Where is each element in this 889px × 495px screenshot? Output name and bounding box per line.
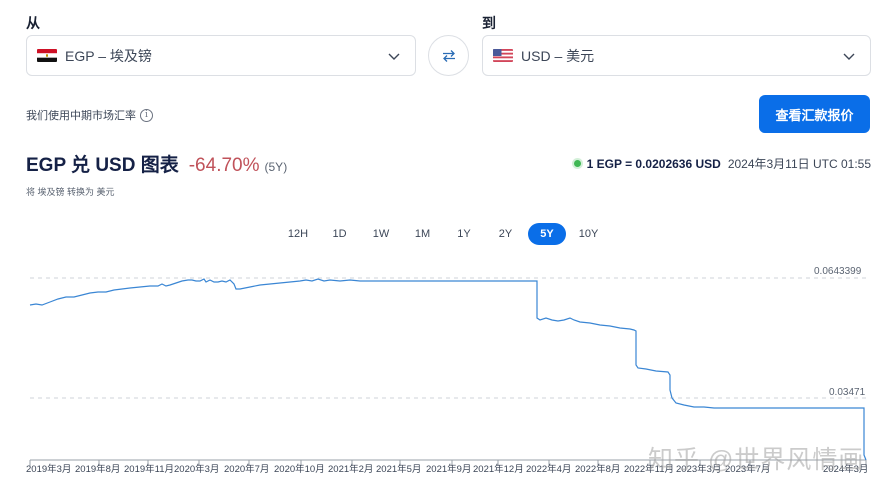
chart-subtitle: 将 埃及镑 转换为 美元 (26, 187, 115, 197)
chart-change-percent: -64.70% (188, 155, 260, 176)
from-label: 从 (26, 15, 40, 31)
tab-12h[interactable]: 12H (287, 228, 309, 240)
swap-currencies-button[interactable] (428, 35, 469, 76)
chevron-down-icon (388, 53, 400, 60)
info-icon[interactable]: i (140, 108, 153, 122)
x-label: 2019年8月 (75, 464, 121, 475)
x-label: 2022年4月 (526, 464, 572, 475)
rate-line (29, 278, 867, 461)
midrate-note-text: 我们使用中期市场汇率 (26, 110, 136, 122)
chart-title-row: EGP 兑 USD 图表 -64.70% (5Y) (26, 150, 287, 177)
midrate-note: 我们使用中期市场汇率 i (26, 107, 153, 123)
view-transfer-quote-button[interactable]: 查看汇款报价 (759, 95, 870, 133)
y-label-top: 0.0643399 (814, 266, 862, 277)
us-flag-icon (493, 49, 513, 62)
x-label: 2019年11月 (124, 464, 174, 475)
to-label: 到 (482, 15, 496, 31)
x-label: 2022年8月 (575, 464, 621, 475)
tab-1y[interactable]: 1Y (457, 228, 471, 240)
x-label: 2020年7月 (224, 464, 270, 475)
to-currency-select[interactable]: USD – 美元 (482, 35, 871, 76)
tab-2y[interactable]: 2Y (498, 228, 513, 240)
x-label: 2019年3月 (26, 464, 72, 475)
chart-period: (5Y) (264, 160, 288, 174)
x-label: 2024年3月 (823, 464, 869, 475)
y-label-mid: 0.03471 (829, 387, 866, 398)
x-label: 2023年7月 (725, 464, 771, 475)
current-rate: 1 EGP = 0.0202636 USD 2024年3月11日 UTC 01:… (573, 155, 871, 172)
x-axis-labels: 2019年3月 2019年8月 2019年11月 2020年3月 2020年7月… (0, 461, 889, 475)
rate-line-chart[interactable] (0, 255, 889, 495)
to-currency-value: USD – 美元 (521, 47, 595, 64)
tab-1m[interactable]: 1M (414, 228, 431, 240)
x-label: 2023年3月 (676, 464, 722, 475)
x-label: 2020年3月 (174, 464, 220, 475)
from-currency-select[interactable]: EGP – 埃及镑 (26, 35, 416, 76)
x-axis-ticks (29, 460, 867, 466)
swap-arrows-icon (442, 49, 455, 62)
rate-value: 1 EGP = 0.0202636 USD (586, 156, 721, 171)
x-label: 2020年10月 (274, 464, 325, 475)
x-label: 2021年12月 (473, 464, 524, 475)
x-label: 2021年9月 (426, 464, 472, 475)
tab-5y[interactable]: 5Y (528, 223, 566, 245)
chevron-down-icon (843, 53, 855, 60)
range-tabs: 12H 1D 1W 1M 1Y 2Y 5Y 10Y (279, 223, 611, 245)
tab-10y[interactable]: 10Y (578, 228, 599, 240)
x-label: 2022年11月 (624, 464, 674, 475)
rate-timestamp: 2024年3月11日 UTC 01:55 (727, 157, 871, 171)
egypt-flag-icon (37, 49, 57, 62)
watermark: 知乎 @世界风情画 (648, 446, 865, 474)
from-currency-value: EGP – 埃及镑 (65, 47, 152, 64)
tab-1w[interactable]: 1W (372, 228, 390, 240)
x-label: 2021年5月 (376, 464, 422, 475)
chart-title: EGP 兑 USD 图表 (26, 155, 179, 176)
tab-1d[interactable]: 1D (332, 228, 347, 240)
live-status-icon (573, 160, 581, 167)
x-label: 2021年2月 (328, 464, 374, 475)
